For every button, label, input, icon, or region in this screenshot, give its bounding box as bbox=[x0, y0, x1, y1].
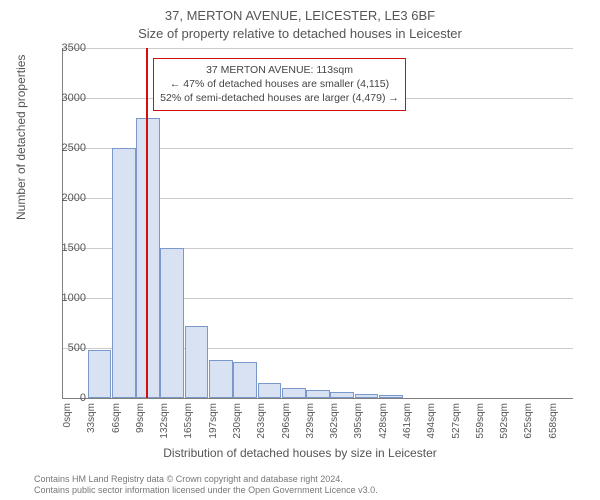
xtick-label: 99sqm bbox=[135, 403, 146, 443]
marker-line bbox=[146, 48, 148, 398]
callout-line: ← 47% of detached houses are smaller (4,… bbox=[160, 77, 399, 91]
callout-line: 37 MERTON AVENUE: 113sqm bbox=[160, 63, 399, 77]
xtick-label: 296sqm bbox=[281, 403, 292, 443]
xtick-label: 263sqm bbox=[256, 403, 267, 443]
histogram-bar bbox=[355, 394, 379, 398]
xtick-label: 33sqm bbox=[86, 403, 97, 443]
histogram-bar bbox=[233, 362, 257, 398]
histogram-bar bbox=[209, 360, 233, 398]
xtick-label: 527sqm bbox=[451, 403, 462, 443]
xtick-label: 592sqm bbox=[499, 403, 510, 443]
xtick-label: 395sqm bbox=[353, 403, 364, 443]
xtick-label: 329sqm bbox=[305, 403, 316, 443]
xtick-label: 362sqm bbox=[329, 403, 340, 443]
histogram-bar bbox=[88, 350, 112, 398]
xtick-label: 494sqm bbox=[426, 403, 437, 443]
ytick-label: 2500 bbox=[62, 142, 86, 154]
xtick-label: 625sqm bbox=[523, 403, 534, 443]
xtick-label: 132sqm bbox=[159, 403, 170, 443]
ytick-label: 3000 bbox=[62, 92, 86, 104]
footer-line-1: Contains HM Land Registry data © Crown c… bbox=[34, 474, 378, 485]
histogram-bar bbox=[185, 326, 209, 398]
histogram-bar bbox=[306, 390, 330, 398]
chart-title-main: 37, MERTON AVENUE, LEICESTER, LE3 6BF bbox=[0, 8, 600, 23]
gridline bbox=[63, 48, 573, 49]
xtick-label: 658sqm bbox=[548, 403, 559, 443]
xtick-label: 461sqm bbox=[402, 403, 413, 443]
callout-line: 52% of semi-detached houses are larger (… bbox=[160, 91, 399, 105]
xtick-label: 0sqm bbox=[62, 403, 73, 443]
xtick-label: 428sqm bbox=[378, 403, 389, 443]
xtick-label: 66sqm bbox=[111, 403, 122, 443]
histogram-bar bbox=[330, 392, 354, 398]
xtick-label: 197sqm bbox=[208, 403, 219, 443]
x-axis-label: Distribution of detached houses by size … bbox=[0, 446, 600, 460]
xtick-label: 165sqm bbox=[183, 403, 194, 443]
y-axis-label: Number of detached properties bbox=[14, 55, 28, 220]
ytick-label: 1500 bbox=[62, 242, 86, 254]
ytick-label: 3500 bbox=[62, 42, 86, 54]
histogram-bar bbox=[160, 248, 184, 398]
ytick-label: 1000 bbox=[62, 292, 86, 304]
ytick-label: 500 bbox=[68, 342, 86, 354]
marker-callout: 37 MERTON AVENUE: 113sqm← 47% of detache… bbox=[153, 58, 406, 111]
footer-line-2: Contains public sector information licen… bbox=[34, 485, 378, 496]
histogram-bar bbox=[379, 395, 403, 398]
histogram-bar bbox=[112, 148, 136, 398]
xtick-label: 559sqm bbox=[475, 403, 486, 443]
ytick-label: 2000 bbox=[62, 192, 86, 204]
histogram-bar bbox=[258, 383, 282, 398]
histogram-bar bbox=[282, 388, 306, 398]
footer-attribution: Contains HM Land Registry data © Crown c… bbox=[34, 474, 378, 497]
xtick-label: 230sqm bbox=[232, 403, 243, 443]
chart-title-sub: Size of property relative to detached ho… bbox=[0, 26, 600, 41]
